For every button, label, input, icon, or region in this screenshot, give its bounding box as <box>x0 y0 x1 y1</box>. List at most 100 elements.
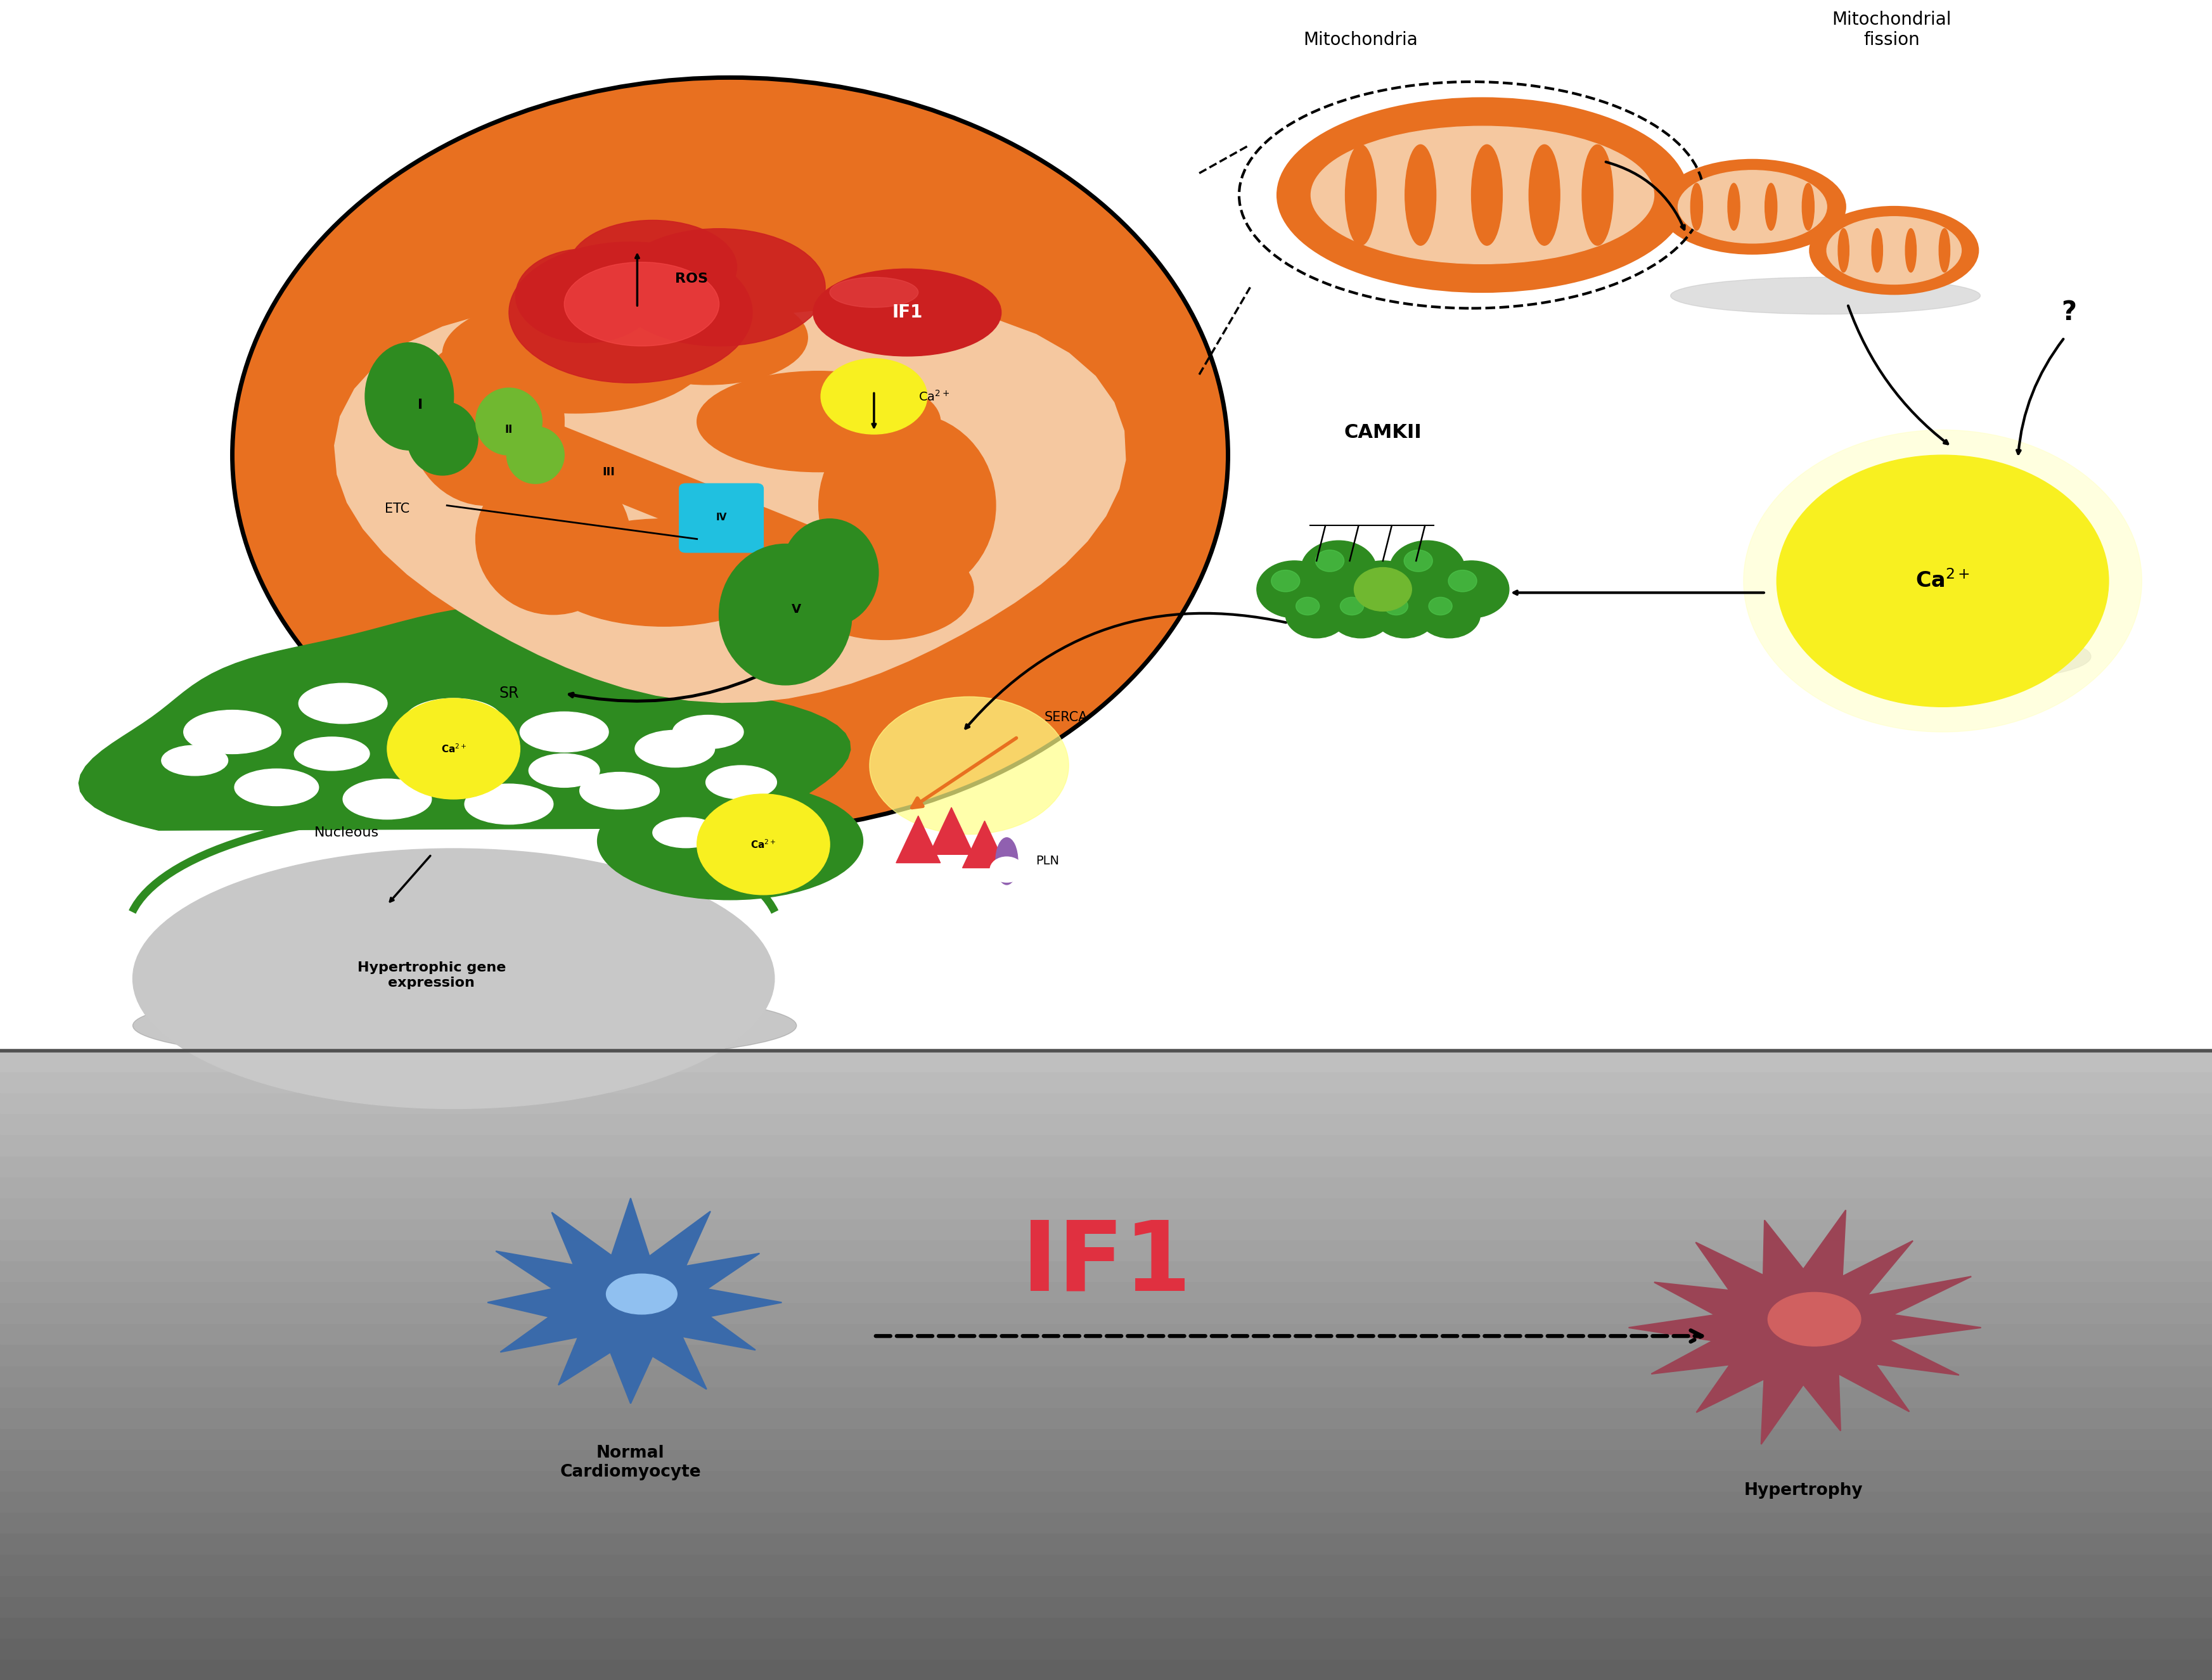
Ellipse shape <box>542 519 785 627</box>
Polygon shape <box>80 605 849 830</box>
Text: SR: SR <box>498 685 520 701</box>
Ellipse shape <box>234 769 319 806</box>
Circle shape <box>1374 591 1436 638</box>
Bar <box>0 1282 2212 1302</box>
Bar <box>0 1156 2212 1176</box>
Ellipse shape <box>1582 144 1613 245</box>
Circle shape <box>387 699 520 800</box>
Circle shape <box>1405 549 1431 571</box>
Bar <box>0 1576 2212 1596</box>
Ellipse shape <box>529 754 599 788</box>
Text: IF1: IF1 <box>891 304 922 321</box>
Text: Mitochondrial
fission: Mitochondrial fission <box>1832 10 1951 49</box>
Ellipse shape <box>869 697 1068 835</box>
Polygon shape <box>400 373 860 588</box>
Bar <box>0 1072 2212 1092</box>
Bar <box>0 1260 2212 1282</box>
Bar <box>0 1554 2212 1576</box>
Bar <box>0 2 2212 1050</box>
Ellipse shape <box>821 358 927 433</box>
Ellipse shape <box>299 684 387 724</box>
Ellipse shape <box>405 699 502 743</box>
Ellipse shape <box>781 519 878 627</box>
Ellipse shape <box>653 818 719 848</box>
Circle shape <box>232 77 1228 833</box>
Ellipse shape <box>830 277 918 307</box>
Circle shape <box>1449 570 1475 591</box>
Ellipse shape <box>1405 144 1436 245</box>
Circle shape <box>1354 568 1411 612</box>
Text: III: III <box>602 465 615 477</box>
Ellipse shape <box>1938 228 1949 272</box>
Polygon shape <box>1628 1210 1980 1445</box>
Bar <box>0 1218 2212 1240</box>
Bar <box>0 1366 2212 1386</box>
Ellipse shape <box>1767 1292 1860 1346</box>
Circle shape <box>1329 591 1391 638</box>
Ellipse shape <box>995 838 1018 885</box>
Ellipse shape <box>1827 217 1960 284</box>
Polygon shape <box>487 1198 781 1403</box>
Ellipse shape <box>796 539 973 640</box>
Polygon shape <box>896 816 940 864</box>
Circle shape <box>1360 570 1387 591</box>
Text: CAMKII: CAMKII <box>1343 423 1422 442</box>
Polygon shape <box>929 808 973 855</box>
Text: Ca$^{2+}$: Ca$^{2+}$ <box>440 743 467 754</box>
Circle shape <box>1340 596 1363 615</box>
Text: Hypertrophic gene
expression: Hypertrophic gene expression <box>356 961 507 990</box>
Circle shape <box>1296 596 1318 615</box>
Ellipse shape <box>814 269 1000 356</box>
Text: Ca$^{2+}$: Ca$^{2+}$ <box>1916 570 1969 591</box>
Ellipse shape <box>1690 183 1703 230</box>
Bar <box>0 1638 2212 1660</box>
Ellipse shape <box>1801 183 1814 230</box>
Ellipse shape <box>407 402 478 475</box>
Ellipse shape <box>635 731 714 768</box>
Ellipse shape <box>1825 632 2090 682</box>
Polygon shape <box>962 822 1006 869</box>
Ellipse shape <box>442 296 708 413</box>
Ellipse shape <box>818 413 995 598</box>
Bar <box>0 1512 2212 1534</box>
Ellipse shape <box>1677 170 1827 244</box>
Text: ?: ? <box>2062 299 2075 326</box>
Bar <box>0 1344 2212 1366</box>
Ellipse shape <box>476 388 542 455</box>
Circle shape <box>1743 430 2141 732</box>
Ellipse shape <box>520 712 608 753</box>
Ellipse shape <box>732 827 794 857</box>
Ellipse shape <box>1345 144 1376 245</box>
Bar <box>0 1660 2212 1680</box>
Bar <box>0 1450 2212 1470</box>
Ellipse shape <box>706 766 776 800</box>
Ellipse shape <box>184 711 281 754</box>
Polygon shape <box>334 306 1126 702</box>
Circle shape <box>1301 541 1376 598</box>
Ellipse shape <box>343 780 431 820</box>
Ellipse shape <box>515 249 657 343</box>
Ellipse shape <box>719 544 852 685</box>
Circle shape <box>1385 596 1407 615</box>
Ellipse shape <box>1838 228 1849 272</box>
Bar <box>0 1618 2212 1638</box>
Text: Ca$^{2+}$: Ca$^{2+}$ <box>750 838 776 850</box>
Bar <box>0 1198 2212 1218</box>
Ellipse shape <box>507 427 564 484</box>
Bar <box>0 1092 2212 1114</box>
Bar <box>0 1324 2212 1344</box>
Ellipse shape <box>133 988 796 1063</box>
Circle shape <box>1345 561 1420 618</box>
Circle shape <box>991 857 1022 882</box>
Text: II: II <box>504 425 513 435</box>
Text: Mitochondria: Mitochondria <box>1303 32 1418 49</box>
Text: V: V <box>792 603 801 615</box>
Text: ROS: ROS <box>675 272 708 286</box>
Text: Ca$^{2+}$: Ca$^{2+}$ <box>918 390 949 403</box>
Ellipse shape <box>133 848 774 1109</box>
Circle shape <box>1285 591 1347 638</box>
Bar <box>0 1428 2212 1450</box>
Bar <box>0 1534 2212 1554</box>
Ellipse shape <box>365 343 453 450</box>
Bar <box>0 1114 2212 1134</box>
